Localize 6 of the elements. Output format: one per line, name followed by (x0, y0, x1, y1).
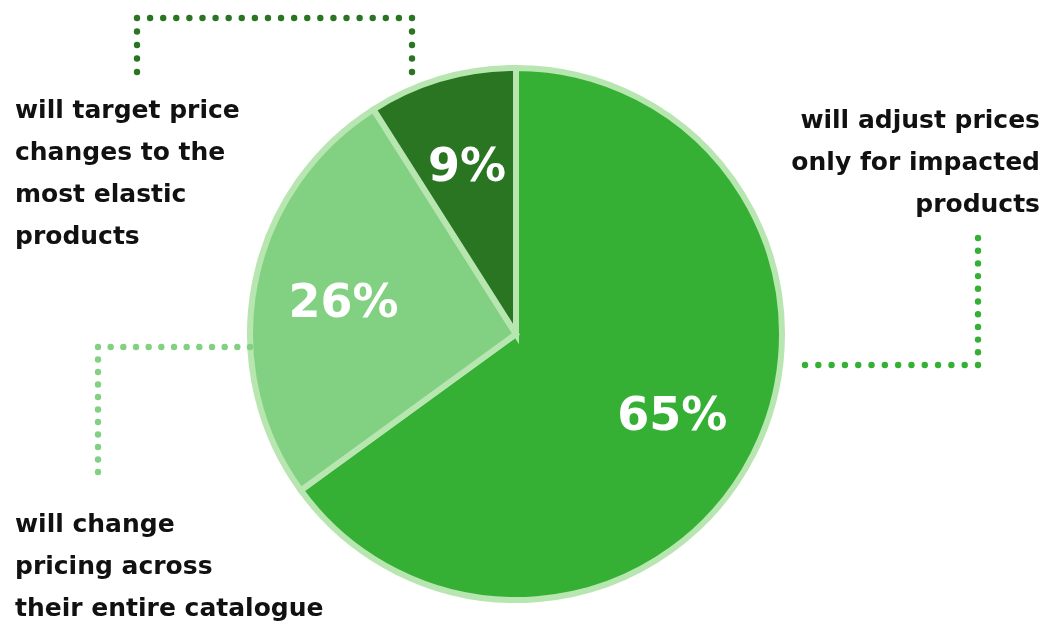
slice-label: will change pricing across their entire catalogue (15, 509, 324, 622)
data-label: 9% (427, 138, 507, 193)
data-label: 65% (617, 386, 728, 441)
data-label: 26% (288, 274, 399, 329)
legend-label: will target price changes to the most elastic products (15, 95, 240, 250)
slice-label: will adjust prices only for impacted products (791, 105, 1040, 218)
